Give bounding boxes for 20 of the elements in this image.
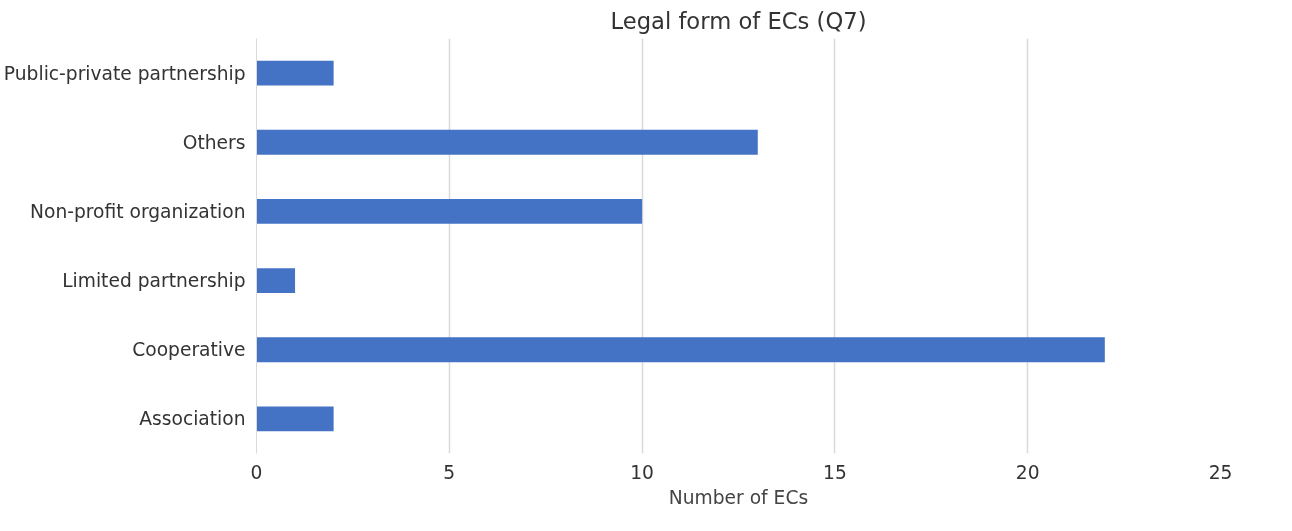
bar [256,337,1105,363]
y-tick-label: Non-profit organization [30,200,246,222]
bar [256,60,334,86]
x-tick-label: 15 [823,461,847,483]
x-tick-label: 10 [630,461,654,483]
bar [256,129,758,155]
bar [256,268,296,294]
y-tick-label: Association [139,408,246,430]
x-tick-label: 5 [443,461,456,483]
bar [256,198,643,224]
x-tick-label: 0 [250,461,263,483]
chart-title: Legal form of ECs (Q7) [610,7,867,34]
x-axis-title: Number of ECs [668,486,809,508]
bar [256,406,334,432]
y-tick-label: Cooperative [132,339,246,361]
y-tick-label: Public-private partnership [3,62,246,84]
x-tick-label: 25 [1208,461,1233,483]
x-tick-label: 20 [1015,461,1040,483]
y-tick-label: Others [182,131,246,153]
y-tick-label: Limited partnership [62,270,246,292]
